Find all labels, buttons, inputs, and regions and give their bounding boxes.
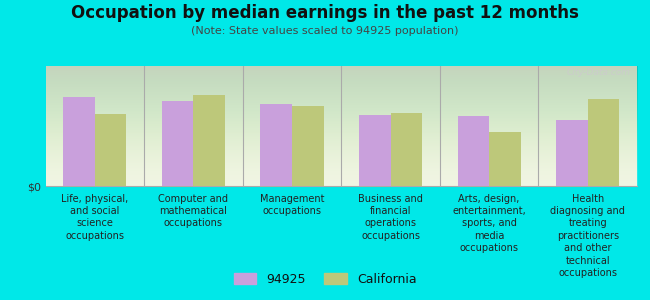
Text: Life, physical,
and social
science
occupations: Life, physical, and social science occup… (61, 194, 129, 241)
Bar (292, 106, 324, 186)
Text: Arts, design,
entertainment,
sports, and
media
occupations: Arts, design, entertainment, sports, and… (452, 194, 526, 253)
Text: Health
diagnosing and
treating
practitioners
and other
technical
occupations: Health diagnosing and treating practitio… (551, 194, 625, 278)
Text: Business and
financial
operations
occupations: Business and financial operations occupa… (358, 194, 423, 241)
Bar (588, 99, 619, 186)
Bar (458, 116, 489, 186)
Bar (556, 120, 588, 186)
Bar (194, 94, 225, 186)
Text: (Note: State values scaled to 94925 population): (Note: State values scaled to 94925 popu… (191, 26, 459, 35)
Bar (261, 104, 292, 186)
Bar (63, 97, 95, 186)
Bar (95, 114, 126, 186)
Bar (162, 101, 194, 186)
Bar (391, 113, 422, 186)
Text: Management
occupations: Management occupations (260, 194, 324, 216)
Bar (359, 115, 391, 186)
Text: Computer and
mathematical
occupations: Computer and mathematical occupations (159, 194, 228, 228)
Text: Occupation by median earnings in the past 12 months: Occupation by median earnings in the pas… (71, 4, 579, 22)
Legend: 94925, California: 94925, California (229, 268, 421, 291)
Bar (489, 132, 521, 186)
Text: City-Data.com: City-Data.com (567, 68, 631, 77)
